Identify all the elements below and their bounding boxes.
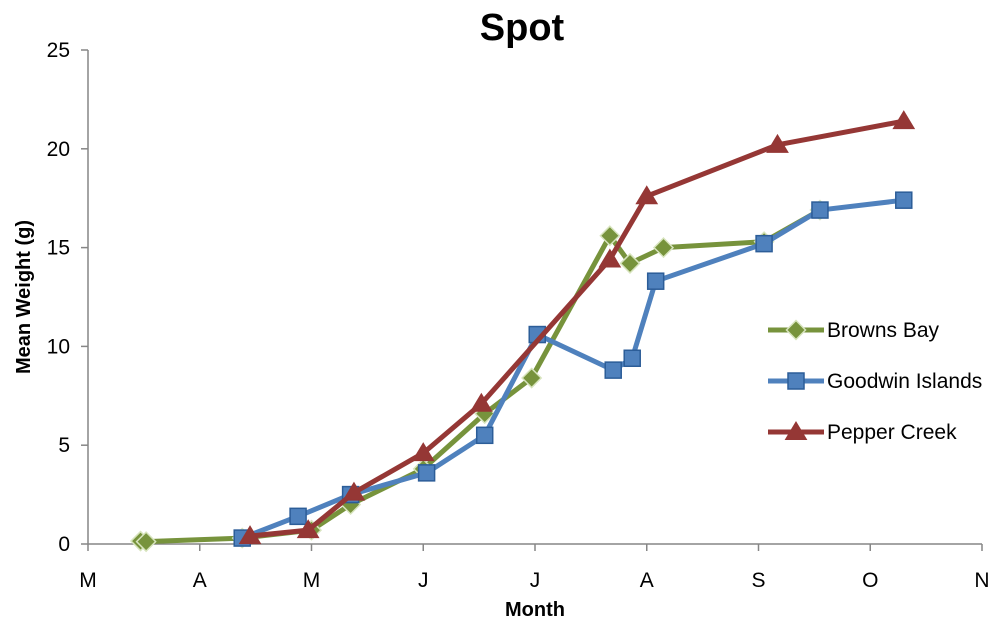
data-point xyxy=(521,367,543,389)
legend-marker xyxy=(787,372,805,390)
data-point xyxy=(411,442,435,462)
legend-item: Goodwin Islands xyxy=(768,370,982,393)
x-axis-title: Month xyxy=(505,599,565,621)
data-point xyxy=(417,464,436,482)
data-point xyxy=(623,349,641,368)
data-point xyxy=(646,272,665,290)
y-tick-label: 5 xyxy=(58,434,70,457)
data-point xyxy=(895,191,913,209)
x-tick-label: O xyxy=(862,569,878,592)
data-point xyxy=(135,531,157,553)
data-point xyxy=(475,426,494,445)
legend-marker xyxy=(784,421,808,440)
data-point xyxy=(342,481,366,501)
legend-marker xyxy=(785,319,807,341)
data-point xyxy=(635,185,659,205)
y-tick-label: 10 xyxy=(47,335,70,358)
x-tick-label: A xyxy=(640,569,654,592)
x-tick-label: M xyxy=(303,569,321,592)
y-tick-label: 0 xyxy=(58,533,70,556)
data-point xyxy=(599,225,621,247)
data-point xyxy=(289,507,307,526)
series-browns-bay xyxy=(129,199,831,553)
y-axis-title: Mean Weight (g) xyxy=(13,220,35,374)
data-point xyxy=(755,234,773,253)
y-tick-label: 25 xyxy=(47,39,70,62)
x-tick-label: N xyxy=(974,569,989,592)
data-point xyxy=(238,525,262,545)
data-point xyxy=(296,519,320,539)
series-layer xyxy=(129,110,916,553)
series-goodwin-islands xyxy=(233,191,913,547)
chart-title: Spot xyxy=(480,7,565,49)
series-line xyxy=(239,197,907,541)
legend-label: Goodwin Islands xyxy=(827,370,982,393)
y-tick-label: 15 xyxy=(47,237,70,260)
x-tick-label: M xyxy=(79,569,97,592)
y-tick-label: 20 xyxy=(47,138,70,161)
data-point xyxy=(598,248,622,268)
data-point xyxy=(811,201,829,219)
data-point xyxy=(619,252,641,274)
x-tick-label: J xyxy=(530,569,541,592)
legend-label: Pepper Creek xyxy=(827,421,957,444)
legend: Browns Bay Goodwin Islands Pepper Creek xyxy=(768,319,982,444)
x-tick-label: A xyxy=(193,569,207,592)
legend-label: Browns Bay xyxy=(827,319,940,342)
x-tick-label: J xyxy=(418,569,429,592)
legend-item: Browns Bay xyxy=(768,319,940,342)
data-point xyxy=(652,237,675,259)
data-point xyxy=(469,392,493,412)
data-point xyxy=(766,133,789,153)
series-pepper-creek xyxy=(238,110,916,545)
legend-item: Pepper Creek xyxy=(768,421,957,444)
data-point xyxy=(892,110,916,130)
axes: 0 5 10 15 20 25 M A M J J A S O N xyxy=(47,39,990,592)
data-point xyxy=(604,361,622,379)
x-tick-label: S xyxy=(751,569,765,592)
